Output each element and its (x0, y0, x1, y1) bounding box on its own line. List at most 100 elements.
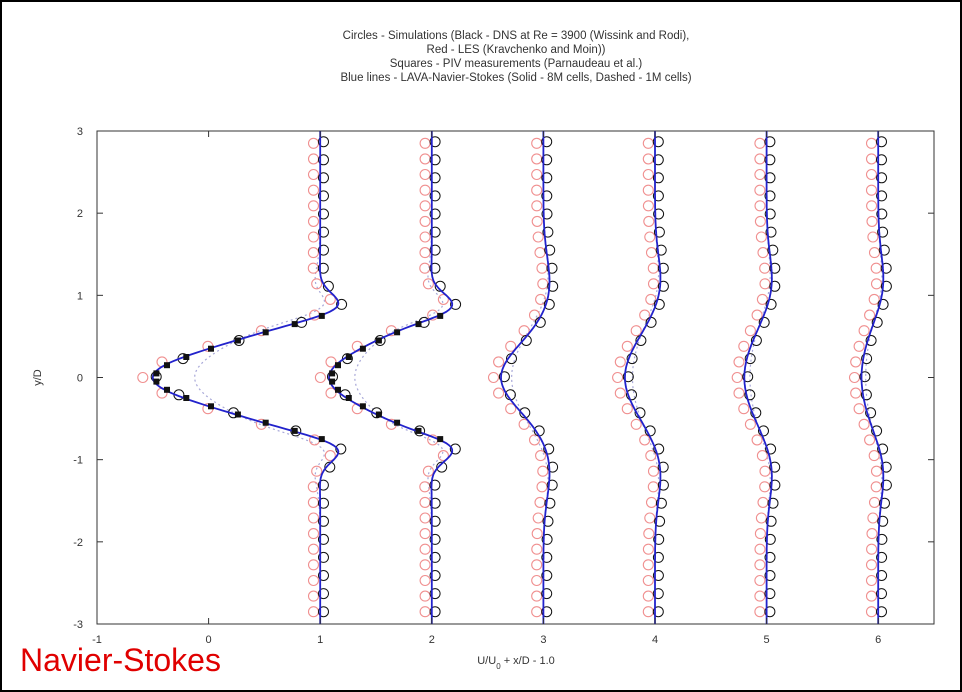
les-circle-marker (307, 528, 320, 540)
dns-circle-marker (317, 262, 329, 274)
dns-circle-marker (318, 172, 329, 184)
les-circle-marker (866, 543, 878, 555)
dns-circle-marker (626, 353, 638, 365)
les-circle-marker (419, 247, 431, 259)
les-circle-marker (759, 481, 771, 493)
les-circle-marker (647, 465, 660, 477)
les-circle-marker (422, 465, 434, 477)
les-circle-marker (754, 528, 766, 540)
dns-circle-marker (880, 262, 892, 274)
dns-circle-marker (877, 298, 889, 310)
piv-square-marker (394, 329, 401, 336)
dns-circle-marker (876, 606, 887, 618)
les-circle-marker (307, 496, 319, 508)
piv-square-marker (329, 370, 336, 377)
x-tick-label: -1 (92, 634, 102, 646)
les-circle-marker (754, 559, 766, 571)
les-circle-marker (419, 168, 431, 181)
les-circle-marker (419, 606, 431, 618)
solid-profile-line (623, 131, 662, 624)
les-circle-marker (137, 371, 149, 384)
les-circle-marker (531, 574, 543, 587)
x-tick-label: 4 (652, 634, 658, 646)
les-circle-marker (437, 293, 449, 305)
solid-profile-line (328, 131, 454, 624)
piv-square-marker (183, 395, 190, 401)
les-circle-marker (307, 200, 320, 212)
dns-circle-marker (653, 533, 665, 545)
piv-square-marker (164, 386, 170, 393)
dns-circle-marker (653, 226, 665, 238)
dns-circle-marker (318, 154, 329, 166)
les-circle-marker (754, 574, 766, 587)
les-circle-marker (325, 356, 337, 368)
dns-circle-marker (317, 479, 329, 491)
dns-circle-marker (655, 497, 667, 509)
piv-square-marker (345, 395, 352, 401)
dns-circle-marker (318, 588, 329, 600)
les-circle-marker (307, 543, 320, 555)
les-circle-marker (537, 278, 549, 290)
les-circle-marker (419, 262, 431, 274)
dns-circle-marker (318, 226, 329, 238)
solid-profile-line (500, 131, 551, 624)
piv-square-marker (291, 321, 298, 328)
piv-square-marker (359, 345, 366, 352)
dns-circle-marker (436, 461, 448, 473)
dns-circle-marker (336, 298, 348, 310)
les-circle-marker (419, 512, 431, 524)
dns-circle-marker (429, 588, 441, 600)
dns-circle-marker (318, 533, 329, 545)
piv-square-marker (208, 403, 214, 410)
x-tick-label: 2 (429, 634, 435, 646)
les-circle-marker (647, 262, 659, 274)
x-tick-label: 0 (206, 634, 212, 646)
les-circle-marker (870, 481, 882, 493)
dns-circle-marker (318, 244, 329, 256)
les-circle-marker (864, 434, 876, 446)
les-circle-marker (645, 450, 657, 462)
les-circle-marker (754, 200, 766, 212)
les-circle-marker (757, 247, 769, 259)
les-circle-marker (437, 450, 449, 462)
les-circle-marker (534, 247, 546, 259)
piv-square-marker (291, 427, 298, 434)
les-circle-marker (870, 278, 883, 290)
les-circle-marker (868, 450, 880, 462)
les-circle-marker (754, 543, 766, 555)
les-circle-marker (643, 528, 655, 540)
les-circle-marker (858, 418, 870, 430)
piv-square-marker (335, 362, 341, 369)
navier-stokes-caption: Navier-Stokes (20, 642, 221, 678)
dns-circle-marker (652, 606, 664, 618)
dns-circle-marker (341, 353, 353, 365)
les-circle-marker (612, 371, 624, 384)
les-circle-marker (865, 559, 878, 571)
les-circle-marker (531, 590, 543, 602)
dns-circle-marker (876, 154, 887, 166)
les-circle-marker (621, 340, 633, 352)
dns-circle-marker (742, 371, 754, 383)
les-circle-marker (643, 215, 655, 227)
dns-circle-marker (876, 570, 888, 581)
les-circle-marker (531, 543, 543, 555)
piv-square-marker (394, 419, 401, 426)
dns-circle-marker (429, 262, 441, 274)
dns-circle-marker (429, 172, 441, 184)
les-circle-marker (630, 418, 642, 430)
les-circle-marker (642, 168, 654, 181)
solid-profile-line (860, 131, 885, 624)
les-circle-marker (755, 231, 767, 243)
les-circle-marker (751, 434, 763, 446)
les-circle-marker (311, 465, 323, 477)
les-circle-marker (639, 434, 651, 446)
les-circle-marker (419, 496, 431, 508)
les-circle-marker (751, 309, 763, 321)
les-circle-marker (754, 153, 766, 165)
les-circle-marker (866, 528, 878, 540)
les-circle-marker (642, 559, 654, 571)
les-circle-marker (731, 371, 743, 384)
dns-circle-marker (429, 136, 441, 148)
dns-circle-marker (764, 136, 776, 148)
les-circle-marker (419, 153, 431, 165)
